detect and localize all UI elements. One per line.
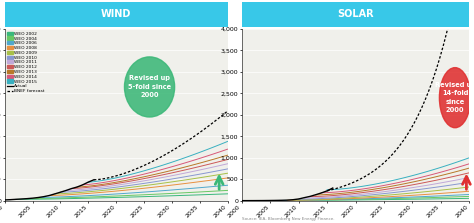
Text: Revised up
14-fold
since
2000: Revised up 14-fold since 2000 xyxy=(435,82,474,114)
Text: SOLAR: SOLAR xyxy=(337,10,374,19)
Text: Source: IEA, Bloomberg New Energy Finance.: Source: IEA, Bloomberg New Energy Financ… xyxy=(242,217,334,221)
Text: WIND: WIND xyxy=(101,10,131,19)
Text: Revised up
5-fold since
2000: Revised up 5-fold since 2000 xyxy=(128,75,171,98)
Ellipse shape xyxy=(125,57,174,117)
Legend: WEO 2002, WEO 2004, WEO 2006, WEO 2008, WEO 2009, WEO 2010, WEO 2011, WEO 2012, : WEO 2002, WEO 2004, WEO 2006, WEO 2008, … xyxy=(7,31,45,93)
Ellipse shape xyxy=(439,68,471,128)
